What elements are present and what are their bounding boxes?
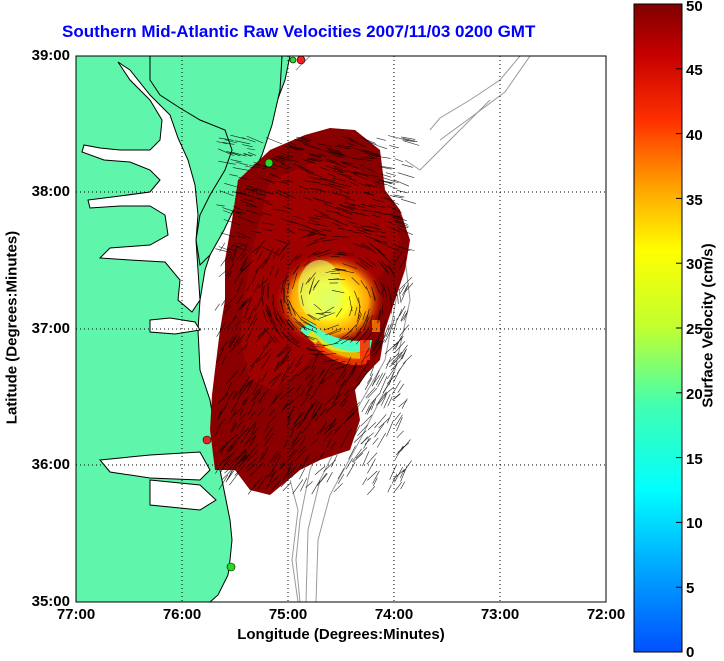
colorbar bbox=[634, 4, 682, 652]
y-axis-label: Latitude (Degrees:Minutes) bbox=[4, 208, 21, 448]
station-marker-red bbox=[297, 56, 305, 64]
x-tick-label: 73:00 bbox=[470, 606, 530, 623]
colorbar-label: Surface Velocity (cm/s) bbox=[700, 226, 717, 426]
y-tick-label: 39:00 bbox=[18, 47, 70, 64]
y-tick-label: 37:00 bbox=[18, 320, 70, 337]
y-tick-label: 38:00 bbox=[18, 183, 70, 200]
x-tick-label: 72:00 bbox=[576, 606, 636, 623]
colorbar-tick-label: 10 bbox=[686, 515, 703, 532]
x-tick-label: 74:00 bbox=[364, 606, 424, 623]
station-marker-green bbox=[227, 563, 235, 571]
x-tick-label: 75:00 bbox=[258, 606, 318, 623]
colorbar-tick-label: 45 bbox=[686, 62, 703, 79]
station-marker-red bbox=[203, 436, 211, 444]
colorbar-tick-label: 0 bbox=[686, 644, 694, 661]
station-marker-green bbox=[290, 57, 296, 63]
colorbar-tick-label: 50 bbox=[686, 0, 703, 15]
station-marker-green bbox=[265, 159, 273, 167]
x-axis-label: Longitude (Degrees:Minutes) bbox=[76, 626, 606, 643]
colorbar-tick-label: 5 bbox=[686, 580, 694, 597]
x-tick-label: 77:00 bbox=[46, 606, 106, 623]
colorbar-tick-label: 35 bbox=[686, 192, 703, 209]
colorbar-tick-label: 15 bbox=[686, 451, 703, 468]
x-tick-label: 76:00 bbox=[152, 606, 212, 623]
colorbar-tick-label: 40 bbox=[686, 127, 703, 144]
y-tick-label: 36:00 bbox=[18, 456, 70, 473]
